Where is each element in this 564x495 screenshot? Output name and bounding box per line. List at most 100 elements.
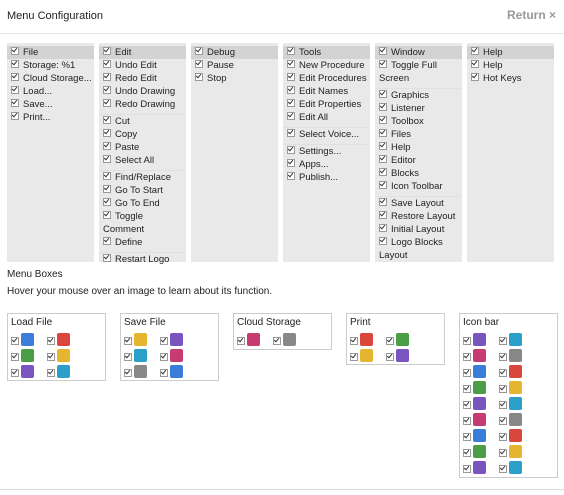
checkbox[interactable]	[499, 433, 507, 441]
checkbox[interactable]	[195, 60, 203, 68]
checkbox[interactable]	[103, 73, 111, 81]
checkbox[interactable]	[287, 159, 295, 167]
checkbox[interactable]	[124, 369, 132, 377]
checkbox[interactable]	[237, 337, 245, 345]
checkbox[interactable]	[273, 337, 281, 345]
icon[interactable]	[509, 365, 522, 378]
checkbox[interactable]	[287, 73, 295, 81]
checkbox[interactable]	[11, 337, 19, 345]
icon[interactable]	[473, 397, 486, 410]
checkbox[interactable]	[463, 417, 471, 425]
checkbox[interactable]	[11, 99, 19, 107]
checkbox[interactable]	[379, 103, 387, 111]
icon[interactable]	[509, 397, 522, 410]
checkbox[interactable]	[287, 112, 295, 120]
checkbox[interactable]	[287, 129, 295, 137]
checkbox[interactable]	[287, 146, 295, 154]
checkbox[interactable]	[379, 129, 387, 137]
checkbox[interactable]	[103, 254, 111, 262]
checkbox[interactable]	[47, 353, 55, 361]
checkbox[interactable]	[103, 237, 111, 245]
checkbox[interactable]	[103, 185, 111, 193]
icon[interactable]	[509, 429, 522, 442]
icon[interactable]	[360, 333, 373, 346]
icon[interactable]	[509, 349, 522, 362]
checkbox[interactable]	[287, 99, 295, 107]
icon[interactable]	[509, 461, 522, 474]
checkbox[interactable]	[11, 353, 19, 361]
checkbox[interactable]	[499, 337, 507, 345]
checkbox[interactable]	[499, 353, 507, 361]
checkbox[interactable]	[386, 337, 394, 345]
icon[interactable]	[473, 381, 486, 394]
checkbox[interactable]	[287, 47, 295, 55]
checkbox[interactable]	[379, 198, 387, 206]
icon[interactable]	[360, 349, 373, 362]
checkbox[interactable]	[471, 73, 479, 81]
checkbox[interactable]	[160, 353, 168, 361]
checkbox[interactable]	[103, 116, 111, 124]
checkbox[interactable]	[499, 449, 507, 457]
checkbox[interactable]	[11, 73, 19, 81]
icon[interactable]	[247, 333, 260, 346]
checkbox[interactable]	[463, 465, 471, 473]
checkbox[interactable]	[287, 172, 295, 180]
checkbox[interactable]	[287, 86, 295, 94]
icon[interactable]	[473, 365, 486, 378]
checkbox[interactable]	[379, 90, 387, 98]
checkbox[interactable]	[103, 60, 111, 68]
icon[interactable]	[473, 461, 486, 474]
checkbox[interactable]	[103, 99, 111, 107]
icon[interactable]	[509, 381, 522, 394]
checkbox[interactable]	[463, 401, 471, 409]
icon[interactable]	[509, 413, 522, 426]
icon[interactable]	[134, 349, 147, 362]
icon[interactable]	[473, 429, 486, 442]
checkbox[interactable]	[463, 433, 471, 441]
checkbox[interactable]	[103, 155, 111, 163]
checkbox[interactable]	[499, 385, 507, 393]
checkbox[interactable]	[463, 337, 471, 345]
checkbox[interactable]	[11, 47, 19, 55]
checkbox[interactable]	[103, 142, 111, 150]
checkbox[interactable]	[379, 211, 387, 219]
checkbox[interactable]	[160, 337, 168, 345]
checkbox[interactable]	[379, 168, 387, 176]
icon[interactable]	[396, 333, 409, 346]
checkbox[interactable]	[103, 129, 111, 137]
checkbox[interactable]	[103, 211, 111, 219]
checkbox[interactable]	[471, 47, 479, 55]
checkbox[interactable]	[11, 369, 19, 377]
checkbox[interactable]	[463, 385, 471, 393]
icon[interactable]	[170, 365, 183, 378]
checkbox[interactable]	[160, 369, 168, 377]
checkbox[interactable]	[379, 60, 387, 68]
checkbox[interactable]	[350, 353, 358, 361]
icon[interactable]	[283, 333, 296, 346]
checkbox[interactable]	[47, 369, 55, 377]
icon[interactable]	[170, 333, 183, 346]
checkbox[interactable]	[499, 401, 507, 409]
icon[interactable]	[134, 333, 147, 346]
icon[interactable]	[396, 349, 409, 362]
checkbox[interactable]	[499, 417, 507, 425]
checkbox[interactable]	[195, 47, 203, 55]
icon[interactable]	[509, 333, 522, 346]
icon[interactable]	[21, 333, 34, 346]
checkbox[interactable]	[379, 47, 387, 55]
checkbox[interactable]	[287, 60, 295, 68]
checkbox[interactable]	[350, 337, 358, 345]
checkbox[interactable]	[47, 337, 55, 345]
icon[interactable]	[21, 349, 34, 362]
checkbox[interactable]	[379, 155, 387, 163]
checkbox[interactable]	[124, 337, 132, 345]
checkbox[interactable]	[11, 60, 19, 68]
checkbox[interactable]	[499, 369, 507, 377]
checkbox[interactable]	[103, 47, 111, 55]
checkbox[interactable]	[103, 172, 111, 180]
checkbox[interactable]	[195, 73, 203, 81]
icon[interactable]	[473, 445, 486, 458]
checkbox[interactable]	[386, 353, 394, 361]
icon[interactable]	[57, 349, 70, 362]
icon[interactable]	[473, 333, 486, 346]
